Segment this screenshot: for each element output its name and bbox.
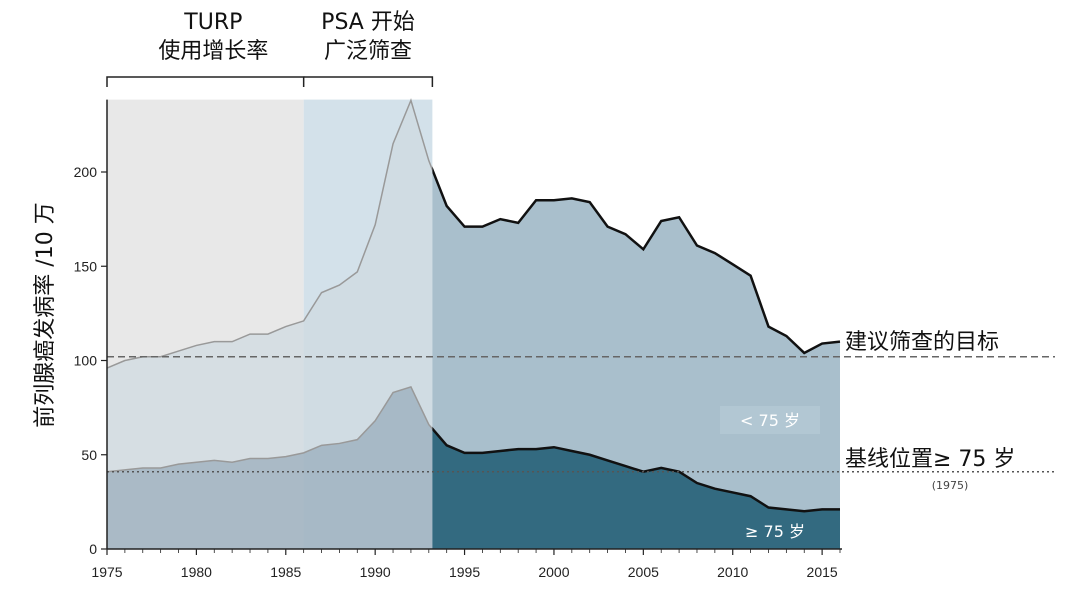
bracket-psa (303, 76, 434, 87)
x-tick-label-2005: 2005 (628, 564, 659, 580)
series-under75-line (432, 166, 841, 355)
x-tick-label-1995: 1995 (449, 564, 480, 580)
y-axis-label: 前列腺癌发病率 /10 万 (33, 202, 58, 427)
x-tick-label-1990: 1990 (360, 564, 391, 580)
series-label-over75: ≥ 75 岁 (745, 522, 805, 541)
series-over75-area-early (107, 386, 433, 549)
y-tick-label-150: 150 (74, 258, 98, 274)
series-under75-area-early (107, 100, 433, 472)
y-tick-label-100: 100 (74, 353, 98, 369)
reference-label-baseline: 基线位置≥ 75 岁 (845, 447, 1015, 472)
period-1-label-line1: TURP (183, 10, 242, 35)
x-tick-label-2010: 2010 (717, 564, 748, 580)
x-tick-label-1985: 1985 (270, 564, 301, 580)
y-tick-label-0: 0 (89, 541, 97, 557)
x-tick-label-1975: 1975 (91, 564, 122, 580)
under75-label-bg (720, 406, 820, 434)
y-tick-label-50: 50 (81, 447, 97, 463)
series-over75-line-early (106, 385, 433, 473)
series-over75-line (432, 426, 840, 513)
early-area-group (106, 98, 433, 549)
period-2-label-line2: 广泛筛查 (324, 39, 412, 64)
period-1-label-line2: 使用增长率 (158, 39, 268, 64)
series-over75-area (432, 428, 840, 549)
reference-label-baseline-note: (1975) (932, 479, 969, 492)
axes: 1975 1980 1985 1990 1995 2000 2005 2010 2015 0 50 1… (33, 99, 842, 580)
reference-lines (107, 355, 1055, 473)
reference-label-target: 建议筛查的目标 (845, 330, 999, 355)
series-under75-line-early (106, 98, 433, 369)
x-tick-label-2015: 2015 (807, 564, 838, 580)
series-label-under75: < 75 岁 (740, 411, 800, 430)
x-tick-label-2000: 2000 (538, 564, 569, 580)
y-tick-label-200: 200 (74, 164, 98, 180)
x-tick-label-1980: 1980 (181, 564, 212, 580)
bracket-turp (106, 76, 305, 87)
period-2-label-line1: PSA 开始 (321, 10, 415, 35)
